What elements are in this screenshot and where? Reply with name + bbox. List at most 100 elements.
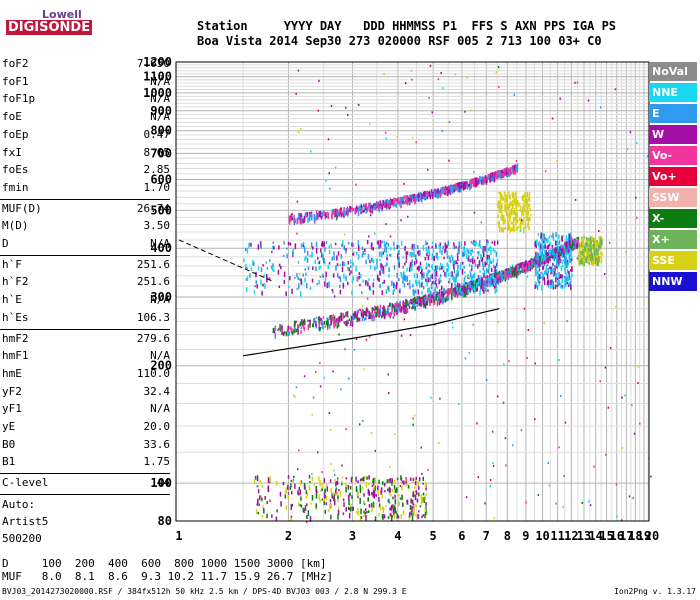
echo-point — [296, 287, 298, 291]
echo-point — [422, 476, 425, 482]
echo-point — [521, 209, 524, 215]
param-name: M(D) — [2, 219, 29, 233]
echo-point — [548, 235, 551, 239]
echo-point — [442, 245, 444, 250]
echo-point — [403, 283, 406, 288]
echo-point — [455, 284, 457, 288]
echo-point — [508, 195, 511, 199]
noise-point — [497, 66, 500, 69]
echo-point — [499, 274, 501, 279]
echo-point — [484, 261, 486, 267]
echo-point — [539, 261, 542, 268]
echo-point — [425, 196, 427, 200]
echo-point — [447, 272, 450, 277]
echo-point — [376, 274, 379, 281]
echo-point — [379, 258, 381, 262]
echo-point — [316, 213, 319, 219]
echo-point — [597, 245, 600, 249]
echo-point — [373, 491, 376, 496]
echo-point — [466, 248, 468, 253]
noise-point — [388, 392, 390, 395]
echo-point — [318, 494, 321, 501]
echo-point — [410, 267, 412, 272]
echo-point — [528, 217, 531, 222]
echo-point — [315, 503, 317, 509]
noise-point — [399, 203, 402, 206]
noise-point — [432, 222, 435, 225]
echo-point — [536, 255, 538, 261]
echo-point — [304, 248, 306, 253]
echo-point — [411, 306, 413, 310]
echo-point — [551, 245, 554, 248]
echo-point — [446, 250, 449, 256]
legend-item: Vo- — [649, 146, 697, 165]
echo-point — [335, 489, 337, 495]
noise-point — [317, 109, 320, 112]
noise-point — [332, 314, 334, 317]
echo-point — [435, 244, 437, 248]
echo-point — [422, 191, 425, 195]
echo-point — [507, 268, 510, 272]
echo-point — [411, 515, 414, 521]
echo-point — [410, 477, 412, 481]
param-value: 106.3 — [136, 310, 170, 324]
noise-point — [609, 347, 612, 350]
echo-point — [554, 284, 557, 290]
echo-point — [375, 206, 377, 211]
echo-point — [471, 264, 473, 270]
echo-point — [328, 508, 330, 512]
echo-point — [347, 485, 350, 490]
echo-point — [274, 325, 277, 331]
echo-point — [330, 514, 332, 520]
echo-point — [264, 283, 266, 289]
echo-point — [367, 510, 370, 513]
noise-point — [485, 379, 488, 382]
echo-point — [471, 249, 473, 253]
echo-point — [371, 205, 374, 209]
echo-point — [597, 254, 599, 261]
echo-point — [530, 263, 533, 269]
echo-point — [473, 272, 476, 278]
y-tick-label: 600 — [150, 172, 172, 186]
echo-point — [534, 284, 536, 289]
echo-point — [405, 298, 407, 304]
noise-point — [298, 449, 300, 452]
echo-point — [495, 282, 497, 288]
echo-point — [565, 260, 568, 266]
footer-file-info: BVJ03_2014273020000.RSF / 384fx512h 50 k… — [2, 587, 407, 596]
echo-point — [328, 245, 330, 249]
echo-point — [437, 294, 439, 299]
echo-point — [484, 246, 486, 252]
echo-point — [433, 255, 435, 261]
echo-point — [317, 317, 320, 321]
echo-point — [337, 506, 340, 511]
echo-point — [309, 254, 311, 258]
echo-point — [469, 180, 471, 184]
echo-point — [298, 324, 300, 327]
noise-point — [576, 257, 579, 260]
echo-point — [458, 187, 460, 193]
echo-point — [578, 257, 581, 261]
echo-point — [304, 486, 306, 490]
echo-point — [315, 266, 317, 272]
echo-point — [510, 208, 513, 212]
echo-point — [489, 174, 492, 178]
noise-point — [502, 401, 505, 404]
echo-point — [389, 492, 391, 496]
echo-point — [426, 300, 429, 306]
echo-point — [507, 219, 509, 223]
param-row: h`Es 106.3 — [2, 310, 170, 327]
echo-point — [551, 235, 553, 239]
echo-point — [329, 315, 332, 318]
echo-point — [287, 330, 290, 337]
echo-point — [546, 280, 549, 286]
echo-point — [458, 241, 460, 247]
echo-point — [489, 276, 492, 282]
echo-point — [427, 194, 429, 198]
echo-point — [480, 284, 483, 289]
echo-point — [378, 244, 380, 249]
echo-point — [324, 247, 326, 252]
echo-point — [393, 246, 395, 251]
y-tick-label: 700 — [150, 146, 172, 160]
echo-point — [382, 307, 385, 311]
